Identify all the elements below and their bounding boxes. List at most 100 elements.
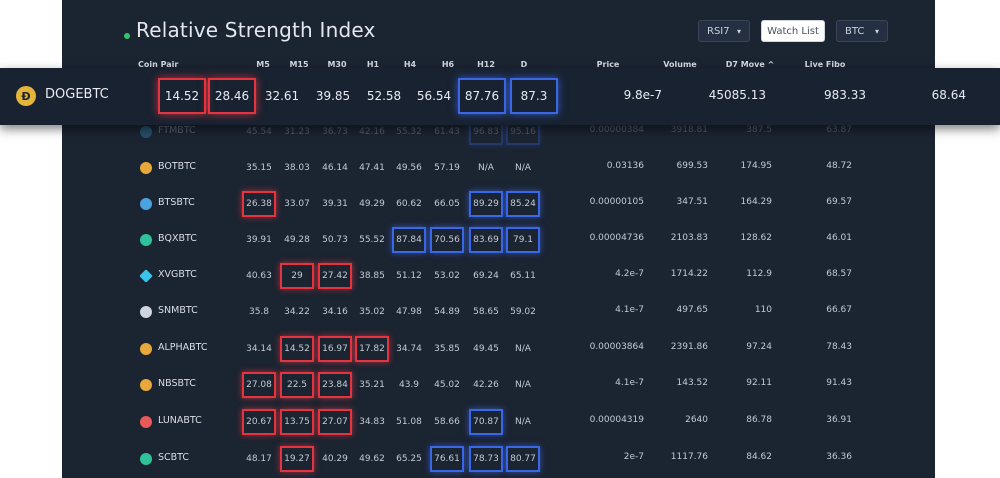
col-m5[interactable]: M5	[256, 60, 270, 69]
rsi-h12: 58.65	[473, 307, 499, 317]
rsi-m30: 40.29	[322, 454, 348, 464]
rsi-h12: 78.73	[469, 446, 503, 472]
table-row[interactable]: SNMBTC 35.8 34.22 34.16 35.02 47.98 54.8…	[62, 294, 935, 330]
coin-pair: FTMBTC	[158, 125, 196, 136]
table-row[interactable]: NBSBTC 27.08 22.5 23.84 35.21 43.9 45.02…	[62, 367, 935, 403]
rsi-m15: 33.07	[284, 199, 310, 209]
bot-coin-icon	[140, 162, 152, 174]
live-fibo: 46.01	[826, 233, 852, 243]
col-d[interactable]: D	[520, 60, 528, 69]
d7-move: 86.78	[746, 415, 772, 425]
rsi-h4: 43.9	[398, 380, 420, 390]
table-row[interactable]: XVGBTC 40.63 29 27.42 38.85 51.12 53.02 …	[62, 258, 935, 294]
rsi-h12: 87.76	[458, 78, 506, 114]
rsi-d: 87.3	[510, 78, 558, 114]
bqx-coin-icon	[140, 234, 152, 246]
d7-move: 164.29	[740, 197, 773, 207]
rsi-m15: 34.22	[284, 307, 310, 317]
d7-move: 92.11	[746, 378, 772, 388]
chevron-down-icon: ▾	[736, 26, 741, 36]
d7-move: 128.62	[740, 233, 773, 243]
table-row[interactable]: BOTBTC 35.15 38.03 46.14 47.41 49.56 57.…	[62, 150, 935, 186]
volume: 2103.83	[670, 233, 708, 243]
rsi-h12: N/A	[478, 163, 494, 173]
table-row[interactable]: LUNABTC 20.67 13.75 27.07 34.83 51.08 58…	[62, 404, 935, 440]
price: 0.03136	[606, 161, 644, 171]
rsi-h4: 87.84	[392, 227, 426, 253]
rsi-d: N/A	[515, 163, 531, 173]
page-title: Relative Strength Index	[136, 18, 376, 42]
col-h1[interactable]: H1	[366, 60, 380, 69]
alpha-coin-icon	[140, 343, 152, 355]
rsi-h6: 70.56	[430, 227, 464, 253]
price: 4.1e-7	[615, 378, 644, 388]
rsi-h1: 49.62	[359, 454, 385, 464]
col-m30[interactable]: M30	[327, 60, 347, 69]
table-row[interactable]: SCBTC 48.17 19.27 40.29 49.62 65.25 76.6…	[62, 441, 935, 477]
rsi-m30: 27.42	[318, 263, 352, 289]
volume: 1714.22	[670, 269, 708, 279]
rsi-m30: 36.73	[322, 127, 348, 137]
price: 0.00000105	[589, 197, 644, 207]
rsi-h6: 66.05	[434, 199, 460, 209]
rsi-h12: 70.87	[469, 409, 503, 435]
rsi-h12: 83.69	[469, 227, 503, 253]
base-currency-select[interactable]: BTC ▾	[836, 20, 888, 42]
highlighted-row[interactable]: Ð DOGEBTC 14.52 28.46 32.61 39.85 52.58 …	[0, 68, 1000, 125]
rsi-h1: 55.52	[359, 235, 385, 245]
col-h12[interactable]: H12	[477, 60, 495, 69]
d7-move: 97.24	[746, 342, 772, 352]
col-h4[interactable]: H4	[403, 60, 417, 69]
rsi-d: N/A	[515, 344, 531, 354]
volume: 143.52	[676, 378, 709, 388]
rsi-h1: 35.02	[359, 307, 385, 317]
xvg-coin-icon	[139, 269, 153, 283]
table-row[interactable]: BTSBTC 26.38 33.07 39.31 49.29 60.62 66.…	[62, 186, 935, 222]
rsi-h4: 51.08	[396, 417, 422, 427]
coin-pair: LUNABTC	[158, 415, 202, 426]
indicator-select[interactable]: RSI7 ▾	[698, 20, 750, 42]
col-m15[interactable]: M15	[289, 60, 309, 69]
rsi-h6: 61.43	[434, 127, 460, 137]
coin-pair: BQXBTC	[158, 233, 197, 244]
snm-coin-icon	[140, 306, 152, 318]
rsi-m15: 13.75	[280, 409, 314, 435]
table-row[interactable]: BQXBTC 39.91 49.28 50.73 55.52 87.84 70.…	[62, 222, 935, 258]
col-h6[interactable]: H6	[441, 60, 455, 69]
rsi-m15: 31.23	[284, 127, 310, 137]
watch-list-button[interactable]: Watch List	[761, 20, 825, 42]
rsi-h4: 49.56	[396, 163, 422, 173]
volume: 347.51	[676, 197, 709, 207]
coin-pair: ALPHABTC	[158, 342, 208, 353]
live-fibo: 63.87	[826, 125, 852, 135]
rsi-m30: 23.84	[318, 372, 352, 398]
col-coin-pair[interactable]: Coin Pair	[138, 60, 179, 69]
rsi-m30: 27.07	[318, 409, 352, 435]
rsi-h4: 47.98	[396, 307, 422, 317]
col-price[interactable]: Price	[596, 60, 620, 69]
d7-move: 84.62	[746, 452, 772, 462]
volume: 699.53	[676, 161, 709, 171]
col-live-fibo[interactable]: Live Fibo	[804, 60, 846, 69]
table-row[interactable]: FTMBTC 45.54 31.23 36.73 42.16 55.32 61.…	[62, 114, 935, 150]
live-fibo: 68.57	[826, 269, 852, 279]
rsi-m15: 49.28	[284, 235, 310, 245]
coin-pair: XVGBTC	[158, 269, 197, 280]
coin-pair: BOTBTC	[158, 161, 197, 172]
rsi-h6: 56.54	[416, 89, 452, 103]
coin-pair: BTSBTC	[158, 197, 195, 208]
d7-move: 387.5	[746, 125, 772, 135]
live-fibo: 36.91	[826, 415, 852, 425]
luna-coin-icon	[140, 416, 152, 428]
rsi-h4: 34.74	[396, 344, 422, 354]
indicator-select-value: RSI7	[707, 25, 730, 37]
col-volume[interactable]: Volume	[663, 60, 697, 69]
table-row[interactable]: ALPHABTC 34.14 14.52 16.97 17.82 34.74 3…	[62, 331, 935, 367]
price: 0.00004319	[589, 415, 644, 425]
rsi-h6: 58.66	[434, 417, 460, 427]
rsi-m5: 40.63	[246, 271, 272, 281]
rsi-m5: 48.17	[246, 454, 272, 464]
col-d7-move[interactable]: D7 Move ^	[725, 60, 775, 69]
rsi-m15: 22.5	[280, 372, 314, 398]
rsi-h1: 34.83	[359, 417, 385, 427]
